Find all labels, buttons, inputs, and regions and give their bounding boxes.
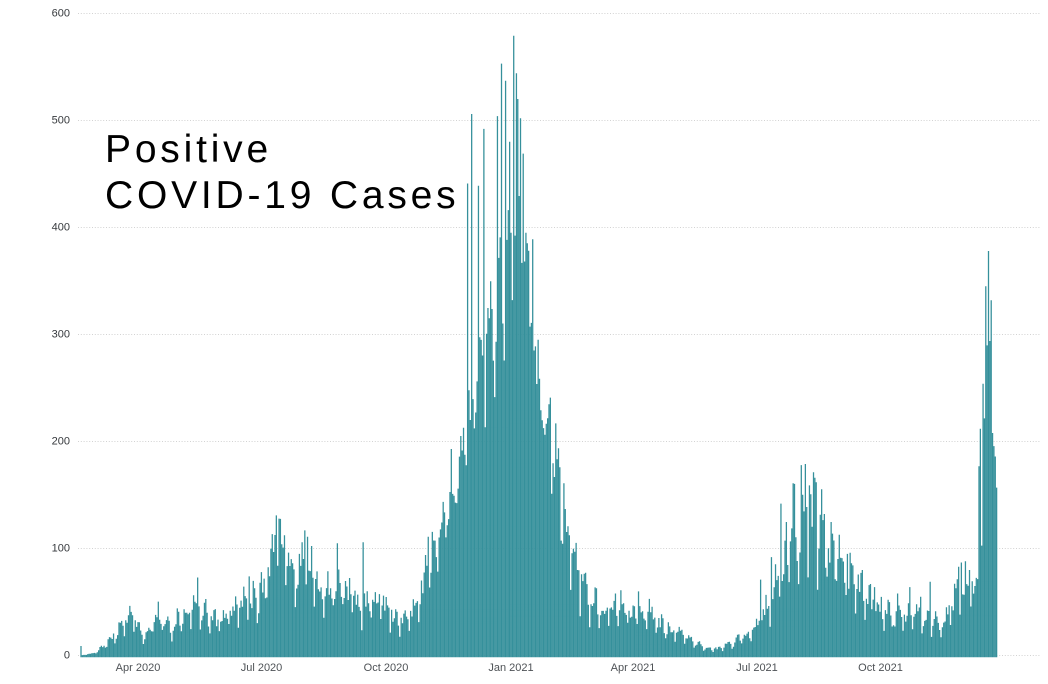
- svg-text:Apr 2020: Apr 2020: [116, 662, 161, 674]
- svg-text:400: 400: [52, 222, 70, 234]
- svg-text:300: 300: [52, 329, 70, 341]
- svg-text:500: 500: [52, 115, 70, 127]
- svg-text:Jul 2020: Jul 2020: [241, 662, 283, 674]
- svg-text:600: 600: [52, 8, 70, 20]
- svg-text:Oct 2021: Oct 2021: [858, 662, 903, 674]
- svg-text:100: 100: [52, 543, 70, 555]
- svg-text:Oct 2020: Oct 2020: [364, 662, 409, 674]
- svg-text:0: 0: [64, 650, 70, 662]
- svg-text:200: 200: [52, 436, 70, 448]
- svg-text:Jul 2021: Jul 2021: [736, 662, 778, 674]
- svg-text:Apr 2021: Apr 2021: [611, 662, 656, 674]
- svg-text:Jan 2021: Jan 2021: [488, 662, 533, 674]
